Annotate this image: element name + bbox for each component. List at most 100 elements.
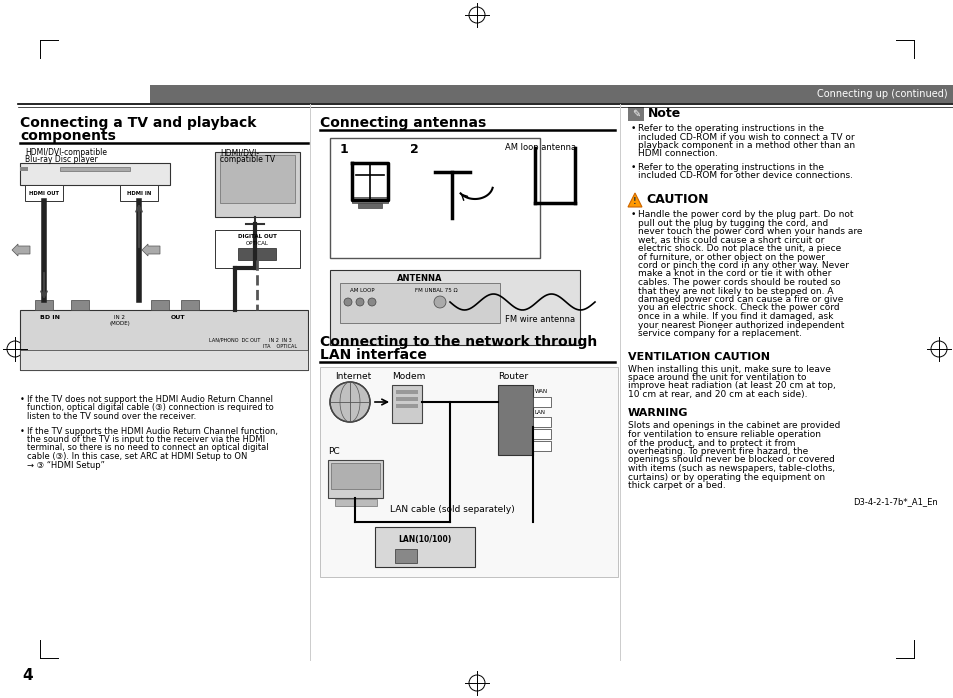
Bar (533, 429, 551, 439)
Bar (151, 300, 169, 310)
Circle shape (434, 296, 446, 308)
Text: PC: PC (328, 447, 339, 456)
Circle shape (355, 298, 364, 306)
Bar (357, 203, 381, 208)
Bar (237, 248, 275, 260)
Text: your nearest Pioneer authorized independent: your nearest Pioneer authorized independ… (638, 320, 843, 329)
Text: Refer to the operating instructions in the: Refer to the operating instructions in t… (638, 124, 823, 133)
Text: Handle the power cord by the plug part. Do not: Handle the power cord by the plug part. … (638, 210, 853, 219)
Text: Blu-ray Disc player: Blu-ray Disc player (25, 155, 97, 164)
Text: overheating. To prevent fire hazard, the: overheating. To prevent fire hazard, the (627, 447, 807, 456)
Bar (395, 549, 416, 563)
Bar (20, 310, 308, 370)
Text: ✎: ✎ (631, 109, 639, 119)
Text: thick carpet or a bed.: thick carpet or a bed. (627, 481, 725, 490)
Text: OPTICAL: OPTICAL (245, 241, 268, 246)
Bar (627, 107, 643, 121)
Text: Connecting a TV and playback: Connecting a TV and playback (20, 116, 256, 130)
Bar (331, 463, 379, 489)
Text: space around the unit for ventilation to: space around the unit for ventilation to (627, 373, 805, 382)
Bar (392, 385, 421, 423)
Text: → ③ “HDMI Setup”: → ③ “HDMI Setup” (27, 461, 105, 470)
Text: If the TV does not support the HDMI Audio Return Channel: If the TV does not support the HDMI Audi… (27, 395, 273, 404)
Text: cord or pinch the cord in any other way. Never: cord or pinch the cord in any other way.… (638, 261, 848, 270)
Bar (339, 283, 499, 323)
Bar (533, 417, 551, 427)
Bar (20, 163, 170, 185)
Text: HDMI IN: HDMI IN (127, 191, 151, 196)
Text: included CD-ROM if you wish to connect a TV or: included CD-ROM if you wish to connect a… (638, 133, 854, 142)
Text: Router: Router (497, 372, 528, 381)
Text: WAN: WAN (535, 389, 548, 394)
Circle shape (330, 382, 370, 422)
Text: If the TV supports the HDMI Audio Return Channel function,: If the TV supports the HDMI Audio Return… (27, 426, 277, 436)
Text: components: components (20, 129, 115, 143)
Text: listen to the TV sound over the receiver.: listen to the TV sound over the receiver… (27, 412, 196, 421)
Bar (181, 300, 199, 310)
Text: •: • (20, 395, 25, 404)
Text: with items (such as newspapers, table-cloths,: with items (such as newspapers, table-cl… (627, 464, 834, 473)
Circle shape (344, 298, 352, 306)
Text: function, optical digital cable (③) connection is required to: function, optical digital cable (③) conn… (27, 403, 274, 413)
Text: Modem: Modem (392, 372, 425, 381)
Text: HDMI/DVI-compatible: HDMI/DVI-compatible (25, 148, 107, 157)
Bar (214, 230, 299, 268)
Text: Connecting up (continued): Connecting up (continued) (817, 89, 947, 99)
Text: •: • (630, 163, 636, 172)
Text: •: • (20, 426, 25, 436)
FancyArrow shape (12, 244, 30, 256)
Bar (395, 390, 417, 394)
Text: LAN cable (sold separately): LAN cable (sold separately) (390, 505, 515, 514)
Text: LAN: LAN (535, 410, 545, 415)
Text: once in a while. If you find it damaged, ask: once in a while. If you find it damaged,… (638, 312, 833, 321)
Bar (533, 441, 551, 451)
Text: BD IN: BD IN (40, 315, 60, 320)
Text: included CD-ROM for other device connections.: included CD-ROM for other device connect… (638, 172, 852, 181)
Text: openings should never be blocked or covered: openings should never be blocked or cove… (627, 456, 834, 464)
Bar (71, 300, 89, 310)
Text: of the product, and to protect it from: of the product, and to protect it from (627, 438, 795, 447)
Text: VENTILATION CAUTION: VENTILATION CAUTION (627, 352, 769, 362)
Bar (375, 527, 475, 567)
Text: improve heat radiation (at least 20 cm at top,: improve heat radiation (at least 20 cm a… (627, 382, 835, 390)
Bar (330, 138, 539, 258)
FancyArrow shape (142, 244, 160, 256)
Text: LAN interface: LAN interface (319, 348, 426, 362)
Bar (533, 397, 551, 407)
Bar (220, 155, 294, 203)
Text: WARNING: WARNING (627, 408, 688, 419)
Text: Internet: Internet (335, 372, 371, 381)
Text: the sound of the TV is input to the receiver via the HDMI: the sound of the TV is input to the rece… (27, 435, 265, 444)
Text: LAN/PHONO  DC OUT: LAN/PHONO DC OUT (209, 338, 260, 343)
Text: IN 2  IN 3
ITA    OPTICAL: IN 2 IN 3 ITA OPTICAL (263, 338, 296, 349)
Bar (395, 404, 417, 408)
Bar (497, 385, 533, 455)
Text: 10 cm at rear, and 20 cm at each side).: 10 cm at rear, and 20 cm at each side). (627, 390, 806, 399)
Text: Slots and openings in the cabinet are provided: Slots and openings in the cabinet are pr… (627, 422, 840, 431)
Text: that they are not likely to be stepped on. A: that they are not likely to be stepped o… (638, 286, 833, 295)
Text: 1: 1 (339, 143, 349, 156)
Text: Connecting to the network through: Connecting to the network through (319, 335, 597, 349)
Text: cable (③). In this case, set ARC at HDMI Setup to ON: cable (③). In this case, set ARC at HDMI… (27, 452, 247, 461)
Text: When installing this unit, make sure to leave: When installing this unit, make sure to … (627, 364, 830, 373)
Text: DIGITAL OUT: DIGITAL OUT (237, 234, 276, 239)
Text: OUT: OUT (171, 315, 185, 320)
Bar (328, 460, 382, 498)
Text: Refer to the operating instructions in the: Refer to the operating instructions in t… (638, 163, 823, 172)
Text: 2: 2 (410, 143, 418, 156)
Text: HDMI/DVI-: HDMI/DVI- (220, 148, 259, 157)
Text: D3-4-2-1-7b*_A1_En: D3-4-2-1-7b*_A1_En (852, 498, 937, 507)
Text: CAUTION: CAUTION (645, 193, 708, 206)
Bar (319, 367, 618, 577)
Bar (60, 167, 130, 171)
Text: Connecting antennas: Connecting antennas (319, 116, 486, 130)
Text: Note: Note (647, 107, 680, 120)
Bar (20, 350, 308, 370)
Text: LAN(10/100): LAN(10/100) (398, 535, 451, 544)
Text: pull out the plug by tugging the cord, and: pull out the plug by tugging the cord, a… (638, 218, 827, 228)
Bar (35, 300, 53, 310)
Text: FM UNBAL 75 Ω: FM UNBAL 75 Ω (415, 288, 457, 293)
Text: ANTENNA: ANTENNA (396, 274, 442, 283)
Bar (150, 85, 953, 103)
Text: compatible TV: compatible TV (220, 155, 274, 164)
